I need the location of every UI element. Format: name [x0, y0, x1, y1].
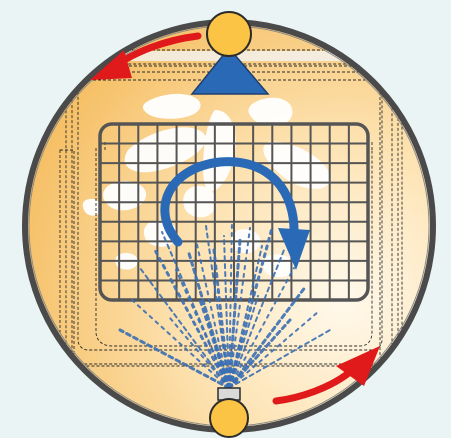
spray-jet: [175, 269, 230, 389]
spray-jet: [227, 284, 308, 390]
triangle-nozzle-icon: [190, 46, 270, 95]
spray-jet: [227, 238, 242, 390]
spray-jet: [161, 231, 230, 389]
spray-jet: [139, 267, 230, 389]
spray-jet: [153, 248, 231, 390]
spray-jet: [228, 329, 331, 389]
curved-arrow-right-icon: [272, 346, 380, 405]
curved-arrow-left-icon: [90, 32, 202, 80]
spray-jet: [212, 248, 231, 390]
bottom-sensor-icon: [209, 387, 249, 438]
spray-jet: [131, 299, 230, 389]
spray-jet: [198, 298, 231, 390]
spray-jet: [169, 317, 230, 389]
spray-jet: [223, 235, 230, 389]
spray-jets: [118, 221, 331, 390]
spray-jet: [228, 295, 259, 389]
drum-interior: [59, 49, 403, 390]
spray-jet: [227, 318, 292, 390]
spray-jet: [228, 249, 285, 389]
spray-jet: [228, 311, 319, 389]
spray-jet: [118, 328, 231, 390]
spray-jet: [228, 267, 295, 389]
rotation-arrow: [160, 157, 310, 270]
spray-jet: [227, 226, 274, 390]
spray-jet: [228, 221, 233, 389]
spray-jet: [228, 227, 251, 389]
top-sensor-icon: [206, 11, 252, 57]
spray-jet: [195, 239, 230, 389]
